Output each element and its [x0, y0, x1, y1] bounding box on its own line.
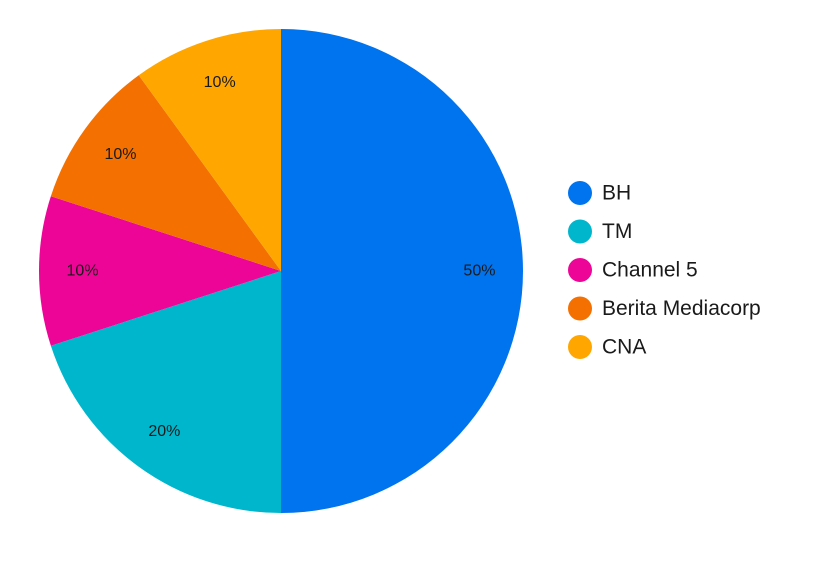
legend-label-tm: TM — [602, 220, 632, 243]
pie-slice-bh — [281, 29, 523, 513]
legend-label-bh: BH — [602, 182, 631, 205]
legend-item-tm: TM — [568, 219, 632, 244]
legend-swatch-bh — [568, 181, 592, 205]
legend-item-cna: CNA — [568, 335, 646, 359]
legend-label-berita-mediacorp: Berita Mediacorp — [602, 297, 761, 320]
legend-swatch-tm — [568, 219, 592, 244]
pie-slice-cna — [138, 28, 281, 271]
legend: BH TM Channel 5 Berita Mediacorp CNA — [568, 181, 761, 359]
legend-label-channel-5: Channel 5 — [602, 259, 698, 282]
pie-slice-channel-5 — [38, 196, 281, 346]
legend-item-berita-mediacorp: Berita Mediacorp — [568, 296, 761, 321]
slice-label-channel-5: 10% — [67, 263, 99, 280]
slice-label-bh: 50% — [463, 263, 495, 280]
pie-slice-labels: 50% 20% 10% 10% 10% — [67, 74, 496, 440]
legend-label-cna: CNA — [602, 336, 646, 359]
pie-slice-berita-mediacorp — [50, 75, 281, 271]
slice-label-cna: 10% — [204, 74, 236, 91]
legend-item-channel-5: Channel 5 — [568, 258, 698, 282]
legend-item-bh: BH — [568, 181, 631, 205]
legend-swatch-channel-5 — [568, 258, 592, 282]
slice-label-berita-mediacorp: 10% — [104, 146, 136, 163]
legend-swatch-berita-mediacorp — [568, 296, 592, 321]
pie-slices — [38, 28, 523, 513]
slice-label-tm: 20% — [148, 423, 180, 440]
pie-slice-tm — [50, 271, 281, 513]
legend-swatch-cna — [568, 335, 592, 359]
